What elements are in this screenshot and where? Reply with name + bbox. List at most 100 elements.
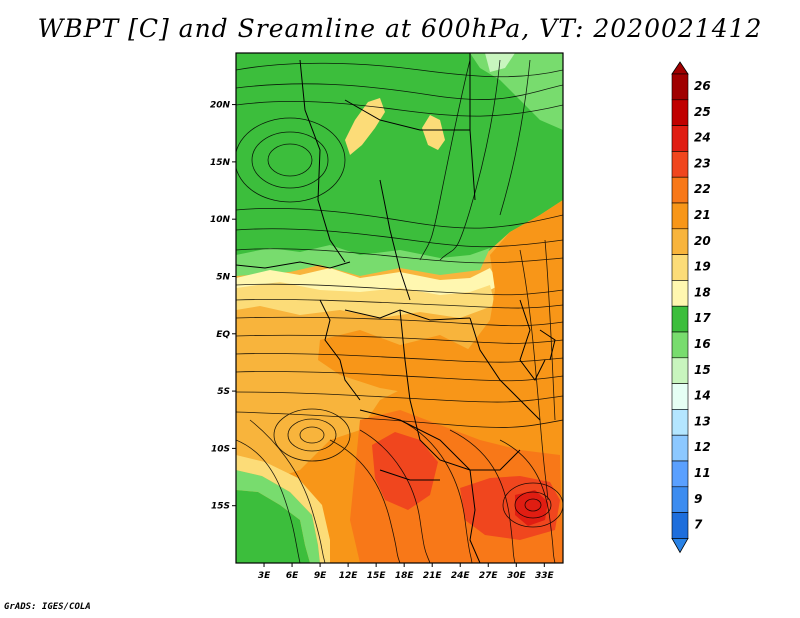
streamline [236,62,563,78]
colorbar-label: 24 [694,131,711,145]
vortex-southwest [273,408,351,462]
streamline [419,59,471,261]
colorbar-label: 15 [694,363,711,377]
colorbar-label: 20 [694,234,711,248]
lon-tick-label: 24E [451,571,471,581]
lon-tick-label: 6E [286,571,299,581]
colorbar-label: 25 [694,105,711,119]
field-region-23-west [372,432,438,510]
streamline [449,429,516,563]
streamline [439,59,501,261]
field-region-17-southwest [236,490,310,563]
map-frame [235,52,564,564]
country-borders [236,53,556,563]
colorbar-label: 11 [694,466,711,480]
colorbar-label: 7 [694,518,703,532]
vortex-north [267,143,313,177]
colorbar-swatch [671,357,689,384]
colorbar-label: 14 [694,389,711,403]
vortex-north [251,131,329,189]
colorbar-swatch [671,409,689,436]
streamlines [236,59,563,563]
border-line [399,309,471,471]
lon-tick-label: 21E [423,571,443,581]
border-line [469,53,476,201]
streamline [236,391,563,403]
lat-tick-label: 5N [216,272,230,282]
lon-tick-label: 27E [479,571,499,581]
vortex-southwest [287,418,337,452]
colorbar-label: 16 [694,337,711,351]
lat-tick-label: 20N [210,101,231,111]
field-region-21-central [318,330,470,395]
colorbar-top-arrow [671,61,689,75]
field-region-16-southwest [236,470,320,563]
vortex-southeast [524,498,542,512]
streamline [236,207,563,229]
colorbar-swatch [671,383,689,410]
lon-tick-label: 9E [314,571,327,581]
streamline [359,429,431,563]
border-line [299,59,346,263]
streamline [236,371,563,382]
border-line [359,409,521,471]
lat-tick-label: 10N [210,215,231,225]
colorbar-swatch [671,280,689,307]
border-line [236,261,351,269]
lat-tick-label: 10S [211,444,230,454]
border-line [319,299,361,401]
colorbar-label: 26 [694,79,711,93]
field-region-17-north [236,53,563,270]
colorbar-swatch [671,99,689,126]
vortex-southeast [502,482,563,528]
colorbar-swatch [671,228,689,255]
streamline [236,248,563,264]
colorbar-swatch [671,176,689,204]
latitude-axis: 20N 15N 10N 5N EQ 5S 10S 15S [210,101,236,512]
vortex-southeast [514,491,552,519]
streamline [236,316,563,327]
border-line [539,329,556,361]
lon-tick-label: 18E [395,571,415,581]
colorbar-bottom-arrow [671,538,689,554]
streamline [499,439,556,563]
streamline [236,83,563,100]
field-region-18-patch-a [345,98,385,155]
streamline [236,411,563,428]
border-line [469,469,481,563]
lon-tick-label: 3E [258,571,271,581]
colorbar-swatch [671,73,689,101]
colorbar-label: 21 [694,208,711,222]
vortex-southwest [299,426,325,444]
streamline [236,283,563,296]
colorbar-swatch [671,331,689,359]
border-line [519,299,546,381]
colorbar-swatch [671,434,689,462]
streamline [236,353,563,363]
lon-tick-label: 30E [507,571,527,581]
border-line [469,317,541,421]
colorbar-label: 9 [694,492,702,506]
streamline [236,228,563,248]
colorbar-label: 23 [694,156,711,170]
streamline [236,101,563,117]
colorbar-label: 13 [694,414,711,428]
streamline [236,299,563,309]
streamline [544,239,556,421]
lat-tick-label: 15N [210,158,231,168]
colorbar-swatch [671,151,689,178]
border-line [344,99,470,131]
colorbar-label: 19 [694,260,711,274]
streamline [329,439,401,563]
colorbar-swatch [671,125,689,152]
streamline [399,419,473,563]
colorbar-label: 22 [694,182,711,196]
colorbar-swatch [671,254,689,281]
lon-tick-label: 12E [339,571,359,581]
lon-tick-label: 33E [535,571,555,581]
field-region-19-southwest [236,455,330,563]
streamline [249,419,326,563]
credit-text: GrADS: IGES/COLA [4,602,91,612]
colorbar-swatch [671,512,689,539]
